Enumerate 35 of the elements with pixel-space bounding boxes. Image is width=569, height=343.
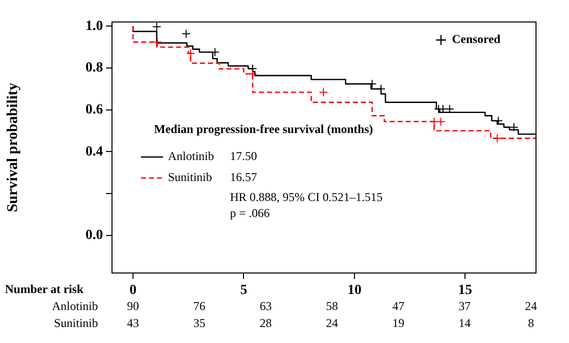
text: 63 (260, 299, 272, 314)
y-axis-title: Survival probability (4, 82, 21, 212)
text: 8 (528, 316, 534, 330)
text: 90 (127, 299, 140, 314)
legend-label: Anlotinib (168, 149, 214, 164)
x-tick-label: 5 (240, 283, 248, 298)
text: 47 (392, 299, 404, 314)
annotation: p = .066 (230, 206, 270, 220)
x-tick-label: 0 (130, 283, 137, 298)
text: 76 (193, 299, 206, 314)
annotation: 16.57 (230, 170, 257, 184)
text: 58 (326, 299, 338, 314)
x-tick-label: 10 (347, 283, 362, 298)
text: 24 (525, 299, 537, 314)
text: 24 (326, 316, 338, 330)
annotation: 17.50 (230, 149, 257, 164)
y-tick-label: 0.4 (86, 144, 103, 160)
y-tick-label: 0.0 (86, 228, 103, 243)
x-tick-label: 15 (458, 283, 472, 298)
text: 19 (392, 316, 404, 330)
text: Number at risk (5, 282, 84, 296)
text: Anlotinib (52, 299, 98, 314)
y-tick-label: 1.0 (86, 18, 103, 34)
text: 35 (193, 316, 206, 330)
text: 28 (260, 316, 272, 330)
annotation: HR 0.888, 95% CI 0.521–1.515 (230, 190, 383, 204)
text: 14 (458, 316, 471, 330)
y-tick-label: 0.6 (86, 102, 103, 118)
legend-label: Sunitinib (168, 170, 212, 184)
legend-label: Censored (452, 32, 501, 46)
text: Sunitinib (54, 316, 98, 330)
text: 43 (127, 316, 140, 330)
legend-title: Median progression-free survival (months) (154, 122, 373, 136)
y-tick-label: 0.8 (86, 60, 103, 76)
text: 37 (458, 299, 471, 314)
